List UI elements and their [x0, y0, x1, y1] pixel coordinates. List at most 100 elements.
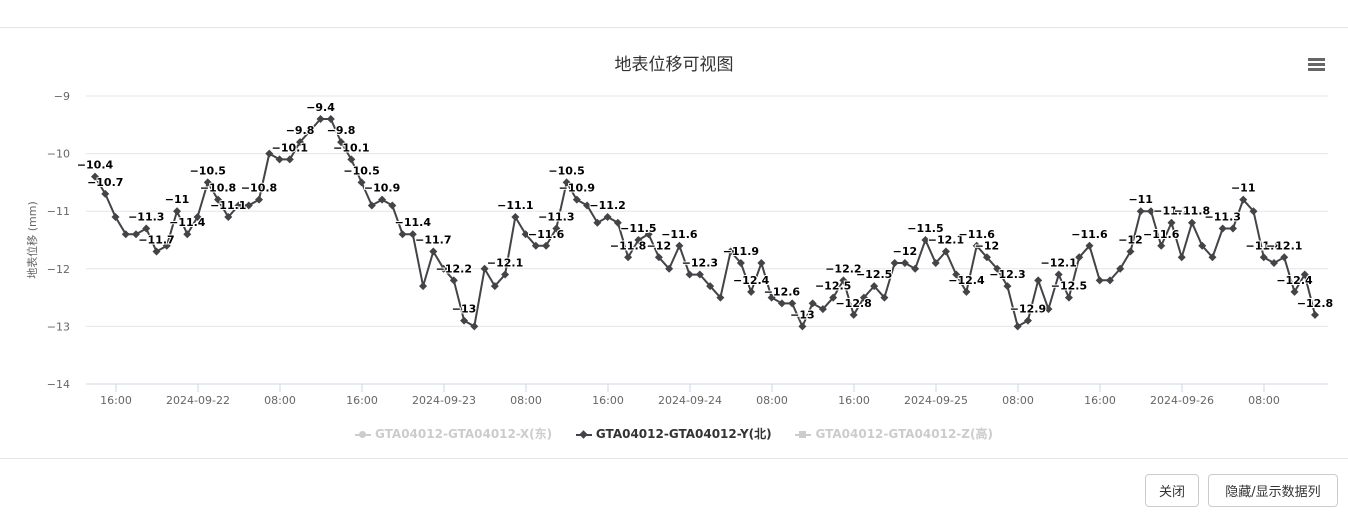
data-point-marker[interactable] — [1280, 253, 1289, 262]
legend-item-z[interactable]: GTA04012-GTA04012-Z(高) — [795, 425, 993, 442]
data-point-marker[interactable] — [624, 253, 633, 262]
data-point-marker[interactable] — [1157, 241, 1166, 250]
data-point-marker[interactable] — [203, 178, 212, 187]
data-point-marker[interactable] — [1116, 264, 1125, 273]
toggle-series-button[interactable]: 隐藏/显示数据列 — [1208, 474, 1338, 507]
data-point-marker[interactable] — [1003, 282, 1012, 291]
data-point-marker[interactable] — [1044, 305, 1053, 314]
data-point-marker[interactable] — [982, 253, 991, 262]
data-point-marker[interactable] — [706, 282, 715, 291]
data-point-marker[interactable] — [449, 276, 458, 285]
data-point-marker[interactable] — [644, 230, 653, 239]
data-point-marker[interactable] — [244, 201, 253, 210]
data-point-marker[interactable] — [583, 201, 592, 210]
data-point-marker[interactable] — [870, 282, 879, 291]
data-point-marker[interactable] — [911, 264, 920, 273]
data-point-marker[interactable] — [931, 259, 940, 268]
data-point-marker[interactable] — [818, 305, 827, 314]
data-point-marker[interactable] — [962, 287, 971, 296]
data-point-marker[interactable] — [121, 230, 130, 239]
data-point-marker[interactable] — [1013, 322, 1022, 331]
data-point-marker[interactable] — [357, 178, 366, 187]
data-point-marker[interactable] — [1259, 253, 1268, 262]
data-point-marker[interactable] — [1290, 287, 1299, 296]
data-point-marker[interactable] — [306, 126, 315, 135]
data-point-marker[interactable] — [562, 178, 571, 187]
data-point-marker[interactable] — [511, 212, 520, 221]
data-point-marker[interactable] — [378, 195, 387, 204]
data-point-marker[interactable] — [101, 189, 110, 198]
data-point-marker[interactable] — [542, 241, 551, 250]
legend-item-y[interactable]: GTA04012-GTA04012-Y(北) — [575, 425, 772, 442]
data-point-marker[interactable] — [757, 259, 766, 268]
data-point-marker[interactable] — [224, 212, 233, 221]
data-point-marker[interactable] — [531, 241, 540, 250]
hamburger-menu-icon[interactable] — [1304, 54, 1330, 76]
data-point-marker[interactable] — [593, 218, 602, 227]
data-point-marker[interactable] — [552, 224, 561, 233]
data-point-marker[interactable] — [367, 201, 376, 210]
data-point-marker[interactable] — [490, 282, 499, 291]
data-point-marker[interactable] — [1126, 247, 1135, 256]
data-point-marker[interactable] — [521, 230, 530, 239]
data-point-marker[interactable] — [398, 230, 407, 239]
data-point-marker[interactable] — [972, 241, 981, 250]
data-point-marker[interactable] — [152, 247, 161, 256]
data-point-marker[interactable] — [132, 230, 141, 239]
data-point-marker[interactable] — [234, 201, 243, 210]
data-point-marker[interactable] — [408, 230, 417, 239]
data-point-marker[interactable] — [890, 259, 899, 268]
data-point-marker[interactable] — [1095, 276, 1104, 285]
data-point-marker[interactable] — [1034, 276, 1043, 285]
data-point-marker[interactable] — [952, 270, 961, 279]
data-point-marker[interactable] — [193, 212, 202, 221]
data-point-marker[interactable] — [429, 247, 438, 256]
data-point-marker[interactable] — [634, 236, 643, 244]
data-point-marker[interactable] — [716, 293, 725, 302]
data-point-marker[interactable] — [1085, 241, 1094, 250]
data-point-marker[interactable] — [265, 149, 274, 158]
data-point-marker[interactable] — [1300, 270, 1309, 279]
data-point-marker[interactable] — [788, 299, 797, 308]
data-point-marker[interactable] — [347, 155, 356, 164]
data-point-marker[interactable] — [726, 247, 735, 256]
data-point-marker[interactable] — [255, 195, 264, 204]
data-point-marker[interactable] — [1198, 241, 1207, 250]
data-point-marker[interactable] — [460, 316, 469, 325]
data-point-marker[interactable] — [285, 155, 294, 164]
data-point-marker[interactable] — [91, 172, 99, 181]
data-point-marker[interactable] — [572, 195, 581, 204]
data-point-marker[interactable] — [1249, 207, 1258, 216]
data-point-marker[interactable] — [829, 293, 838, 302]
data-point-marker[interactable] — [316, 115, 325, 124]
data-point-marker[interactable] — [736, 259, 745, 268]
data-point-marker[interactable] — [849, 310, 858, 319]
data-point-marker[interactable] — [480, 264, 489, 273]
data-point-marker[interactable] — [1177, 253, 1186, 262]
data-point-marker[interactable] — [900, 259, 909, 268]
data-point-marker[interactable] — [808, 299, 817, 308]
data-point-marker[interactable] — [921, 236, 930, 244]
data-point-marker[interactable] — [296, 138, 305, 147]
data-point-marker[interactable] — [337, 138, 346, 147]
data-point-marker[interactable] — [1023, 316, 1032, 325]
data-point-marker[interactable] — [501, 270, 510, 279]
data-point-marker[interactable] — [162, 241, 171, 250]
data-point-marker[interactable] — [1054, 270, 1063, 279]
data-point-marker[interactable] — [993, 264, 1002, 273]
data-point-marker[interactable] — [685, 270, 694, 279]
data-point-marker[interactable] — [777, 299, 786, 308]
data-point-marker[interactable] — [1239, 195, 1248, 204]
data-point-marker[interactable] — [470, 322, 479, 331]
data-point-marker[interactable] — [1269, 259, 1278, 268]
data-point-marker[interactable] — [1136, 207, 1145, 216]
data-point-marker[interactable] — [111, 212, 120, 221]
data-point-marker[interactable] — [675, 241, 684, 250]
data-point-marker[interactable] — [747, 287, 756, 296]
data-point-marker[interactable] — [439, 264, 448, 273]
data-point-marker[interactable] — [419, 282, 428, 291]
data-point-marker[interactable] — [839, 276, 848, 285]
data-point-marker[interactable] — [326, 115, 335, 124]
data-point-marker[interactable] — [603, 212, 612, 221]
data-point-marker[interactable] — [665, 264, 674, 273]
